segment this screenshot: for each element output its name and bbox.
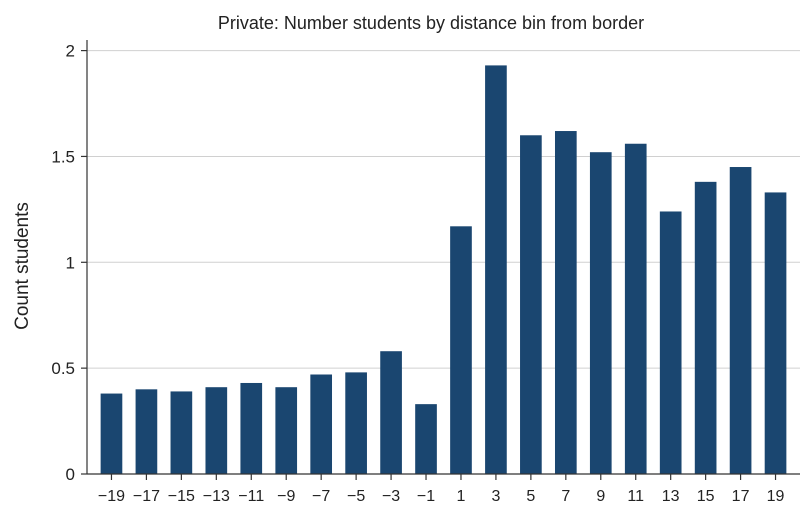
x-tick-label: 3 [491, 488, 500, 505]
x-tick-label: 9 [596, 488, 605, 505]
bar [275, 387, 298, 474]
x-tick-label: −11 [238, 488, 264, 505]
y-tick-label: 2 [66, 42, 75, 61]
x-tick-label: 7 [561, 488, 570, 505]
x-tick-label: −17 [133, 488, 160, 505]
bar [100, 393, 123, 474]
x-tick-label: −15 [168, 488, 195, 505]
x-tick-label: −13 [203, 488, 230, 505]
bar [450, 226, 472, 474]
bar [415, 404, 437, 474]
x-tick-label: 19 [767, 488, 785, 505]
x-tick-label: −19 [98, 488, 125, 505]
bar [764, 192, 787, 474]
bars [100, 65, 787, 475]
bar [380, 351, 402, 474]
x-tick-label: 15 [697, 488, 715, 505]
bar [485, 65, 507, 475]
x-tick-label: −9 [277, 488, 295, 505]
axes [86, 40, 800, 475]
x-tick-label: −7 [312, 488, 330, 505]
y-tick-label: 0.5 [51, 359, 75, 378]
bar [240, 382, 263, 474]
bar [624, 143, 647, 475]
y-tick-label: 1.5 [51, 147, 75, 166]
x-tick-label: 13 [662, 488, 680, 505]
x-axis-ticks: −19 −17 −15 −13 −11 −9 −7 −5 −3 −1 1 3 5 7 9 11 13 15 17 19 [98, 474, 785, 505]
x-tick-label: −1 [417, 488, 435, 505]
x-tick-label: 5 [526, 488, 535, 505]
bar [205, 387, 228, 474]
x-tick-label: 17 [732, 488, 750, 505]
bar [694, 181, 717, 474]
y-axis-label: Count students [12, 202, 33, 330]
bar [135, 389, 158, 474]
bar [729, 167, 752, 474]
chart-title: Private: Number students by distance bin… [218, 13, 644, 33]
x-tick-label: −3 [382, 488, 400, 505]
bar [554, 131, 577, 474]
bar [170, 391, 193, 474]
y-axis-ticks: 0 0.5 1 1.5 2 [51, 42, 87, 484]
bar [310, 374, 333, 474]
y-tick-label: 1 [66, 253, 75, 272]
x-tick-label: −5 [347, 488, 365, 505]
bar [659, 211, 682, 475]
bar [589, 152, 612, 474]
y-tick-label: 0 [66, 465, 75, 484]
x-tick-label: 11 [627, 488, 644, 505]
bar [520, 135, 542, 474]
gridlines [87, 50, 800, 369]
x-tick-label: 1 [457, 488, 466, 505]
bar [345, 372, 367, 474]
